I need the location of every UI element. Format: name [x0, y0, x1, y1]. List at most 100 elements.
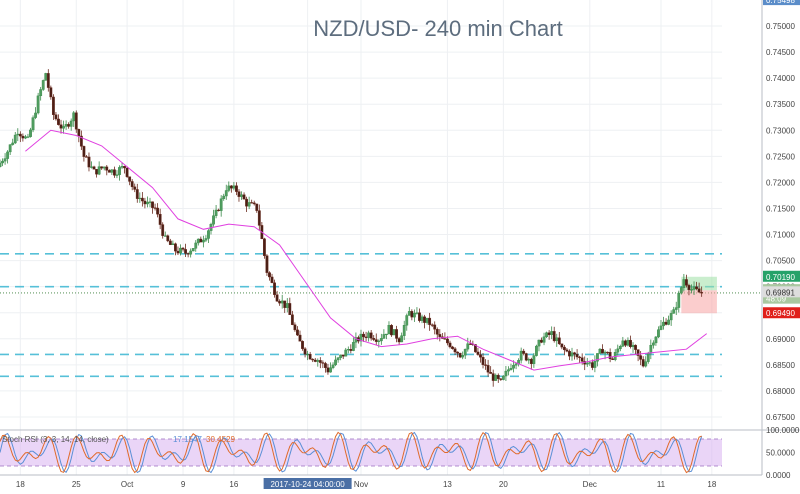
candle-body — [92, 166, 96, 170]
candle-body — [227, 185, 231, 191]
candle-body — [367, 332, 371, 338]
candle-body — [489, 372, 493, 374]
candle-body — [608, 352, 612, 359]
candle-body — [16, 133, 20, 136]
candle-body — [250, 202, 254, 204]
candle-body — [186, 253, 190, 255]
candle-body — [351, 342, 355, 351]
candle-body — [626, 339, 630, 346]
candle-body — [664, 321, 668, 325]
oscillator-tick-label: 50.0000 — [766, 449, 795, 458]
candle-body — [151, 201, 154, 208]
candle-body — [222, 195, 226, 199]
candle-body — [552, 331, 556, 342]
stop-loss-box — [681, 290, 717, 314]
candle-body — [695, 286, 698, 289]
candle-body — [1, 160, 4, 164]
candle-body — [667, 319, 671, 325]
time-tick-label: Oct — [121, 480, 134, 489]
candle-body — [504, 370, 508, 377]
candle-body — [308, 353, 312, 360]
candle-body — [621, 340, 625, 347]
candle-body — [491, 373, 495, 381]
candle-body — [39, 89, 43, 97]
candle-body — [590, 362, 594, 368]
candle-body — [102, 166, 106, 169]
candle-body — [79, 135, 83, 147]
candle-body — [616, 348, 620, 353]
stoch-d-line — [0, 431, 702, 474]
candle-body — [542, 336, 546, 343]
candle-body — [125, 167, 129, 177]
candle-body — [387, 325, 391, 335]
candle-body — [163, 235, 167, 237]
price-tick-label: 0.73000 — [766, 126, 795, 135]
candle-body — [443, 338, 447, 340]
candle-body — [313, 359, 317, 362]
time-tick-label: 11 — [657, 480, 666, 489]
candle-body — [100, 166, 104, 169]
candle-body — [34, 112, 37, 118]
price-tick-label: 0.74500 — [766, 48, 795, 57]
candle-body — [410, 311, 414, 318]
candle-body — [372, 338, 376, 340]
candle-body — [87, 156, 91, 168]
candle-body — [138, 197, 142, 200]
time-tick-label: 2017-10-24 04:00:00 — [270, 480, 345, 489]
candle-body — [400, 335, 404, 343]
candle-body — [418, 312, 421, 321]
candle-body — [69, 120, 73, 127]
candle-body — [242, 194, 246, 200]
candle-body — [451, 346, 454, 349]
candle-body — [364, 336, 368, 338]
candle-body — [448, 342, 452, 348]
candle-body — [486, 365, 490, 373]
candle-body — [532, 355, 536, 364]
candle-body — [156, 207, 160, 215]
candle-body — [412, 312, 416, 318]
candle-body — [649, 344, 653, 354]
candle-body — [382, 334, 386, 339]
candle-body — [537, 339, 541, 347]
candle-body — [257, 210, 261, 226]
candle-body — [395, 329, 398, 339]
price-tick-label: 0.68000 — [766, 387, 795, 396]
candle-body — [303, 348, 307, 355]
candle-body — [120, 166, 124, 168]
candle-body — [158, 214, 162, 225]
price-tick-label: 0.74000 — [766, 74, 795, 83]
candle-body — [316, 360, 320, 362]
candle-body — [18, 133, 22, 137]
candle-body — [438, 334, 442, 337]
candle-body — [115, 174, 119, 176]
candle-body — [90, 166, 93, 168]
price-tick-label: 0.68500 — [766, 361, 795, 370]
price-tick-label: 0.70500 — [766, 257, 795, 266]
candle-body — [24, 136, 27, 139]
candle-body — [270, 276, 274, 283]
candle-body — [285, 303, 289, 308]
candle-body — [575, 353, 579, 358]
candle-body — [476, 351, 480, 355]
time-tick-label: 16 — [229, 480, 238, 489]
candle-body — [46, 73, 50, 88]
price-label-badge — [763, 292, 800, 304]
candle-body — [199, 238, 203, 243]
candle-body — [468, 343, 472, 345]
price-tick-label: 0.71000 — [766, 231, 795, 240]
candle-body — [644, 361, 648, 367]
candle-body — [349, 349, 353, 351]
candle-body — [514, 363, 518, 366]
candle-body — [174, 243, 177, 252]
candle-body — [674, 307, 678, 310]
candle-body — [568, 351, 571, 357]
candle-body — [265, 255, 269, 273]
moving-average — [25, 129, 708, 371]
candle-body — [430, 324, 434, 326]
candle-body — [659, 325, 663, 330]
candle-body — [146, 201, 149, 205]
candle-body — [283, 300, 287, 308]
candle-body — [672, 309, 676, 314]
